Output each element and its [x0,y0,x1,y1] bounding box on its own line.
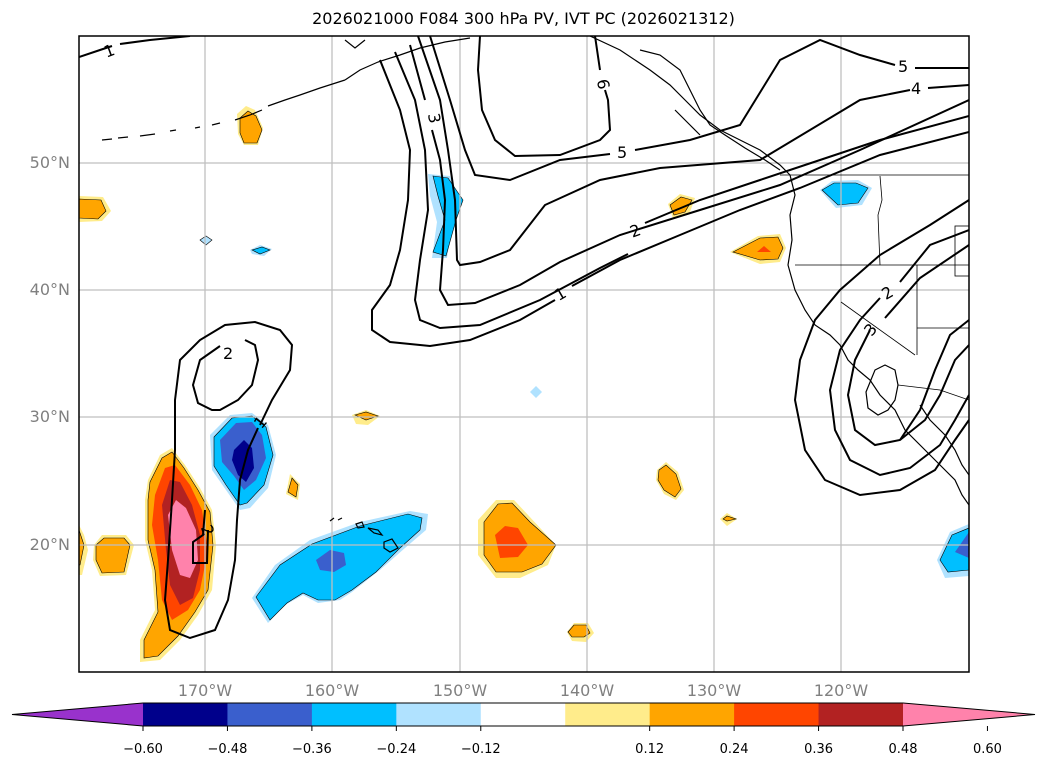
pv-anomaly-positive [79,198,107,220]
colorbar-tick-label: 0.36 [804,742,834,757]
contour-label: 5 [617,143,627,162]
pv-anomaly-negative [199,235,213,246]
colorbar-extend-max [903,703,1035,726]
alaska-coast [344,36,791,176]
lon-tick-label: 150°W [432,681,488,700]
state-borders [780,174,969,401]
aleutian-islands [101,79,346,141]
contour-label: 6 [593,78,613,91]
contour-label: 1 [101,40,117,61]
pv-anomaly-positive [95,537,131,574]
colorbar-segment [311,703,397,726]
contour-label: 2 [878,282,896,304]
pv-anomaly-positive [354,411,379,421]
ivt-contour-4-trough [417,36,969,267]
pv-anomaly-negative [316,550,346,572]
pv-anomaly-positive [657,464,682,498]
ivt-contour-1-trough [371,59,969,348]
lat-tick-label: 30°N [29,407,70,426]
lat-tick-label: 40°N [29,280,70,299]
colorbar-tick-label: −0.12 [460,742,501,757]
lon-tick-label: 160°W [304,681,360,700]
map-frame [78,35,970,673]
us-mexico-border [897,384,969,401]
pv-anomaly-positive [732,236,784,261]
pv-anomaly-positive [168,500,198,578]
lon-tick-label: 140°W [559,681,615,700]
pv-anomaly-positive [239,110,263,144]
contour-label: 3 [860,320,881,340]
ivt-contour-1-east [793,199,969,497]
lat-tick-label: 50°N [29,153,70,172]
lat-tick-label: 20°N [29,535,70,554]
ivt-contour-1-loop [163,320,294,640]
lon-tick-label: 120°W [813,681,869,700]
colorbar-tick-label: 0.48 [888,742,918,757]
colorbar-segment [565,703,651,726]
chart-title: 2026021000 F084 300 hPa PV, IVT PC (2026… [312,9,735,28]
colorbar-segment [818,703,904,726]
ivt-contour-3-trough [409,44,969,307]
pv-anomaly-negative [939,527,969,573]
idaho-border [877,175,883,266]
colorbar-tick-label: −0.36 [291,742,332,757]
california-nevada-border [840,301,916,356]
colorbar-tick-label: 0.12 [635,742,665,757]
ivt-contour-2-loop [191,339,260,564]
pv-anomaly-negative [251,246,271,255]
colorbar-tick-label: −0.24 [376,742,417,757]
colorbar-segment [143,703,228,726]
colorbar-tick-label: −0.60 [123,742,163,757]
hawaii-islands [329,517,399,553]
pv-anomaly-positive [287,477,299,498]
pv-shading [79,106,969,662]
ivt-contour-5-trough [429,36,969,182]
contour-label: 3 [424,112,444,125]
ivt-contour-6 [476,36,612,158]
ivt-contour-2-trough [394,51,969,330]
ivt-contours [79,36,969,640]
lon-tick-label: 130°W [686,681,742,700]
colorbar-segment [227,703,313,726]
contour-label: 5 [898,57,908,76]
ivt-contour-3-east [846,244,969,447]
colorbar-tick-label: 0.24 [719,742,749,757]
wyoming-border [954,225,969,277]
lon-tick-label: 170°W [177,681,233,700]
pv-anomaly-positive [567,624,591,638]
contour-label: 2 [627,220,643,241]
colorbar-extend-min [12,703,143,726]
colorbar-tick-label: −0.48 [207,742,248,757]
ivt-contour-1-nw [79,36,191,58]
mexico-coast [919,404,969,476]
contour-labels: 1 3 6 5 2 1 5 4 2 3 2 2 1 2 [101,40,921,538]
ivt-contour-inner-east [899,319,969,441]
colorbar-tick-label: 0.60 [972,742,1002,757]
colorbar-segment [734,703,820,726]
colorbar-segment [649,703,735,726]
colorbar-segment [480,703,566,726]
colorbar [11,702,1036,731]
pv-anomaly-positive [722,515,738,522]
pv-anomaly-negative [530,386,542,398]
ivt-contour-2-east [828,229,969,477]
contour-label: 4 [911,79,921,98]
alaska-panhandle [639,49,781,171]
pv-anomaly-positive [757,246,771,252]
gridlines [79,36,969,672]
contour-label: 2 [223,344,233,363]
pv-anomaly-positive [79,529,85,566]
baja-california [865,364,899,416]
pv-anomaly-negative [821,182,869,206]
pv-anomaly-positive [495,526,528,558]
colorbar-segment [396,703,482,726]
